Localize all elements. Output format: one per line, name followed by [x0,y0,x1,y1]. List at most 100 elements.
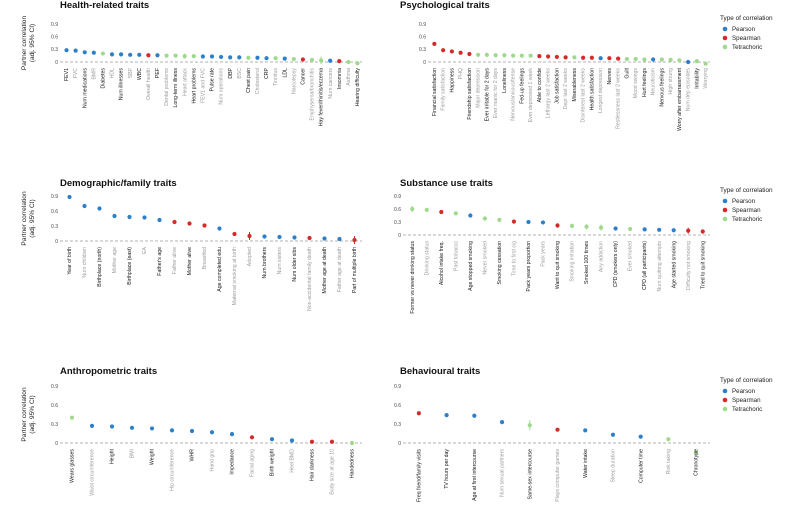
data-point [624,56,629,62]
legend: Type of correlation Pearson Spearman Tetrac… [720,377,773,413]
x-tick-label: Narcolepsy [291,68,297,94]
panel-title: Substance use traits [400,178,493,189]
data-point [686,228,691,233]
x-tick-label: Num medications [82,68,88,108]
x-tick-label: Tried to quit smoking [700,241,706,289]
y-tick-label: 0 [55,239,58,245]
data-point [671,228,676,233]
data-point [493,53,498,58]
data-point [128,52,133,57]
y-tick-label: 0.9 [51,194,58,200]
data-point [677,58,682,63]
data-point [537,53,542,59]
panel-title: Behavioural traits [400,366,480,377]
data-point [182,53,187,59]
data-point [511,53,516,58]
data-point [598,225,604,230]
x-tick-label: Hearing difficulty [355,68,361,107]
x-tick-label: Able to confide [537,68,543,102]
y-tick-label: 0.9 [394,194,401,200]
data-point [410,206,415,212]
data-point [247,233,252,239]
legend-marker-pearson [722,26,728,32]
data-point [352,237,357,243]
x-tick-label: Father's age [157,247,163,276]
panel-psychological-traits: Psychological traits 0 0.3 0.6 0.9 Financial … [400,0,773,131]
x-tick-label: Handedness [350,449,356,479]
x-tick-label: Restlessness last 2 weeks [616,68,622,129]
data-point [249,435,255,440]
x-tick-label: Nervous feelings [659,68,665,107]
x-tick-label: FVC [73,68,79,79]
panel-title: Psychological traits [400,0,490,11]
data-point [262,234,267,239]
data-point [424,207,429,212]
y-tick-label: 0.3 [419,47,426,53]
y-tick-label: 0.6 [51,403,58,409]
x-tick-label: Maternal smoking at birth [232,247,238,305]
legend-marker-tetrachoric [722,44,728,50]
data-point [292,235,297,240]
y-tick-label: 0.9 [394,384,401,390]
x-tick-label: Nerves [607,68,613,85]
data-point [337,59,342,64]
data-point [700,229,705,234]
data-point [137,52,142,57]
x-tick-label: Sleep duration [611,449,617,483]
data-point [100,51,106,56]
data-point [300,57,306,62]
data-point [589,55,594,60]
data-point [526,219,531,225]
y-axis-label-line2: (adj. 95% CI) [29,24,36,62]
data-point [563,55,568,60]
data-point [142,215,147,220]
x-tick-label: Former vs never drinking status [410,241,416,314]
data-point [329,439,335,444]
data-point [64,48,69,53]
data-point [355,61,360,66]
data-point [309,439,315,444]
x-tick-label: Num operations [219,68,225,105]
x-tick-label: Risk taking [666,449,672,474]
data-point [318,58,324,63]
data-point [527,423,532,428]
data-point [232,231,237,237]
x-tick-label: Father alive [172,247,178,274]
x-tick-label: Family satisfaction [441,68,447,111]
data-point [472,413,477,418]
x-tick-label: Ever smoked [628,241,634,271]
x-tick-label: Nervous/anxious/tense [511,68,517,121]
x-tick-label: Loneliness [502,68,508,93]
x-tick-label: CPD (all participants) [642,241,648,290]
data-point [584,224,589,229]
x-tick-label: PEF [155,68,161,78]
x-tick-label: Never smoked [482,241,488,275]
y-axis-label-line1: Partner correlation [21,387,28,442]
data-point [91,50,96,55]
data-point [416,411,421,416]
x-tick-label: Birth weight [270,448,276,476]
x-tick-label: CRP [264,67,270,78]
x-tick-label: Pack years proportion [526,241,532,292]
x-tick-label: Father age at death [337,247,343,292]
x-tick-label: Age stopped smoking [468,241,474,291]
x-tick-label: Difficulty not smoking [686,241,692,290]
x-tick-label: Num quitting attempts [657,241,663,292]
x-tick-label: Smoked 100 times [584,241,590,284]
x-tick-label: Fed-up feelings [519,68,525,104]
data-point [146,53,151,58]
data-point [482,216,487,221]
legend-title: Type of correlation [720,187,773,194]
data-point [67,194,72,200]
data-point [703,61,708,66]
x-tick-label: Hay fever/rhinitis/eczema [319,68,325,126]
y-tick-label: 0.3 [394,220,401,226]
data-point [217,226,222,231]
data-point [616,56,621,61]
y-tick-label: 0.3 [51,224,58,230]
y-tick-label: 0 [398,233,401,239]
x-tick-label: Computer time [638,449,644,483]
x-tick-label: EA [142,246,148,253]
panel-health-related-traits: Health-related traits Partner correlation… [21,0,362,126]
legend-marker-pearson [722,198,728,204]
